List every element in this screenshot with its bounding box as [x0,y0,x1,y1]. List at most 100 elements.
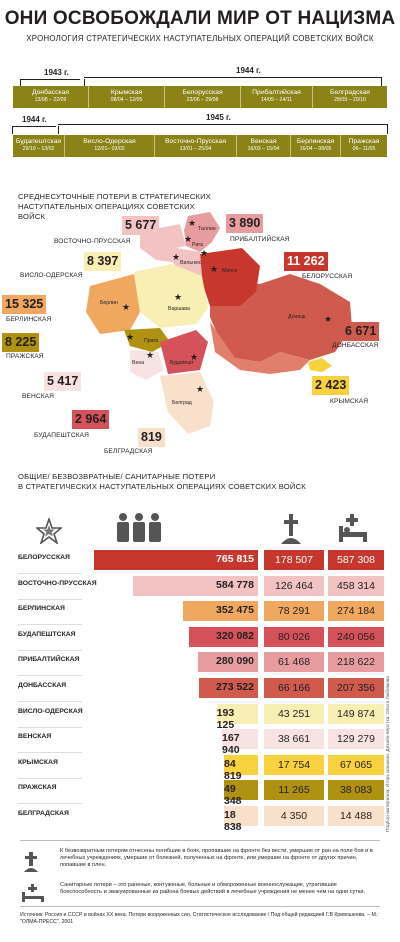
total-bar: 84 819 [224,754,258,782]
map-region-baltic [184,212,220,252]
sanitary-value: 218 622 [328,652,384,673]
svg-text:★: ★ [122,302,130,312]
loss-name-belarus: БЕЛОРУССКАЯ [302,273,353,280]
loss-name-baltic: ПРИБАЛТИЙСКАЯ [230,236,290,243]
table-title-2: В СТРАТЕГИЧЕСКИХ НАСТУПАТЕЛЬНЫХ ОПЕРАЦИЯ… [18,482,306,491]
sanitary-value: 14 488 [328,806,384,826]
credits: Подбор материала: Игорь Шишкин. Дизайн-в… [386,676,391,832]
sanitary-value: 274 184 [328,601,384,622]
total-value: 49 348 [224,783,242,808]
timeline1-bracket-right [84,77,382,78]
city-label: Вильнюс [180,260,202,266]
timeline2-year-right: 1945 г. [206,113,231,122]
city-label: Белград [172,400,192,406]
timeline2-op: Берлинская 16/04 – 08/05 [291,135,341,157]
timeline2-op: Пражская 06– 11/05 [348,138,380,152]
row-divider [18,803,82,805]
timeline2-band: Будапештская 29/10 – 13/02 Висло-Одерская… [13,135,387,157]
city-label: Будапешт [170,360,194,366]
loss-value-vistula-oder: 8 397 [84,252,122,271]
svg-text:★: ★ [210,264,218,274]
total-bar: 280 090 [198,652,258,673]
row-divider [18,726,82,728]
loss-value-belgrade: 819 [138,428,165,447]
total-value: 18 838 [224,809,242,833]
sanitary-value: 207 356 [328,678,384,698]
irrecoverable-value: 43 251 [264,703,324,724]
timeline2-op: Венская 16/03 – 15/04 [237,135,291,157]
timeline2-op: Висло-Одерская 12/01– 03/02 [65,135,155,157]
row-name: ПРИБАЛТИЙСКАЯ [18,656,80,664]
losses-table: БЕЛОРУССКАЯ 765 815 178 507 587 308 ВОСТОЧНО… [0,550,400,833]
svg-text:★: ★ [200,248,208,258]
total-value: 584 778 [216,578,254,591]
table-title-1: ОБЩИЕ/ БЕЗВОЗВРАТНЫЕ/ САНИТАРНЫЕ ПОТЕРИ [18,472,216,481]
loss-name-budapest: БУДАПЕШТСКАЯ [34,432,90,439]
grave-cross-legend-icon [24,852,38,872]
page-title: ОНИ ОСВОБОЖДАЛИ МИР ОТ НАЦИЗМА [4,8,396,29]
map-section-title: СРЕДНЕСУТОЧНЫЕ ПОТЕРИ В СТРАТЕГИЧЕСКИХ Н… [18,192,212,221]
row-divider [18,777,82,779]
sanitary-value: 458 314 [328,575,384,596]
sanitary-value: 129 279 [328,729,384,750]
city-label: Рига [192,242,203,248]
timeline2-op: Будапештская 29/10 – 13/02 [13,135,65,157]
total-bar: 320 082 [189,626,258,647]
timeline1-op: Крымская 08/04 – 12/05 [89,86,165,108]
timeline1-op: Донбасская 13/08 – 22/09 [13,86,89,108]
hospital-bed-legend-icon [22,884,44,902]
loss-value-belarus: 11 262 [284,252,328,271]
row-divider [18,701,82,702]
svg-text:★: ★ [196,384,204,394]
row-divider [18,649,82,651]
city-label: Минск [222,268,238,274]
svg-text:★: ★ [174,292,182,302]
irrecoverable-value: 126 464 [264,575,324,596]
timeline1-op: Прибалтийская 14/09 – 24/11 [241,86,313,108]
total-bar: 584 778 [132,575,258,596]
total-bar: 49 348 [224,780,258,807]
row-divider [18,573,82,574]
total-bar: 193 125 [216,703,258,731]
map-region-vienna [130,350,164,380]
loss-name-east-prussia: ВОСТОЧНО-ПРУССКАЯ [54,238,131,245]
irrecoverable-value: 78 291 [264,601,324,622]
map-region-berlin [86,274,140,334]
soldiers-icon [117,513,161,542]
sanitary-value: 149 874 [328,703,384,724]
irrecoverable-value: 178 507 [264,550,324,570]
row-divider [18,675,82,677]
europe-map: Таллин Рига Вильнюс Минск Берлин Варшава… [86,212,352,434]
map-region-ukraine-light [210,322,310,374]
hospital-bed-icon [339,514,367,542]
loss-value-prague: 8 225 [2,333,40,352]
map-region-budapest [160,330,208,374]
row-name: ДОНБАССКАЯ [18,682,67,689]
row-name: ПРАЖСКАЯ [18,784,57,792]
row-name: БЕЛГРАДСКАЯ [18,810,69,817]
svg-text:★: ★ [184,234,192,244]
irrecoverable-value: 80 026 [264,626,324,647]
map-region-crimea [308,358,332,372]
total-value: 273 522 [216,681,254,693]
timeline1-year-left: 1943 г. [44,68,69,77]
row-divider [18,598,82,600]
city-label: Варшава [168,306,190,312]
credits-wrapper: Подбор материала: Игорь Шишкин. Дизайн-в… [386,676,394,832]
map-region-belgrade [160,372,214,434]
sanitary-value: 240 056 [328,626,384,647]
source-note: Источник: Россия и СССР в войнах XX века… [20,912,379,925]
loss-value-crimea: 2 423 [312,376,350,395]
map-region-vistula-oder [134,264,208,328]
loss-name-prague: ПРАЖСКАЯ [6,353,44,360]
timeline2-op: Восточно-Прусская 13/01 – 25/04 [155,135,237,157]
total-bar: 273 522 [199,678,258,698]
svg-text:★: ★ [190,352,198,362]
total-value: 193 125 [216,706,235,731]
irrecoverable-value: 17 754 [264,754,324,775]
loss-name-vistula-oder: ВИСЛО-ОДЕРСКАЯ [20,272,83,279]
irrecoverable-value: 11 265 [264,780,324,801]
page-subtitle: ХРОНОЛОГИЯ СТРАТЕГИЧЕСКИХ НАСТУПАТЕЛЬНЫХ… [26,34,374,43]
city-label: Вена [132,360,144,366]
loss-name-belgrade: БЕЛГРАДСКАЯ [104,448,153,455]
